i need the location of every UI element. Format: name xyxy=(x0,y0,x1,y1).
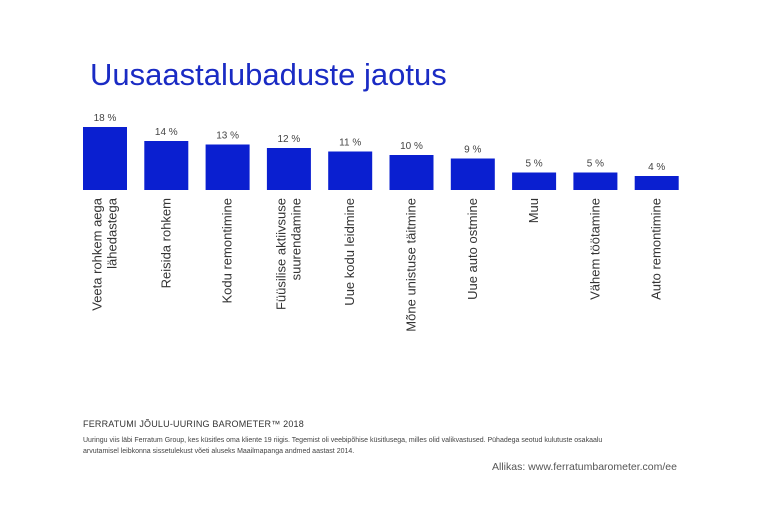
bar-chart: 18 % Veeta rohkem aega lähedastega 14 % Reis… xyxy=(83,113,679,332)
bar-10 xyxy=(634,176,679,190)
category-label-3-line-1: Kodu remontimine xyxy=(220,198,235,304)
category-label-9: Vähem töötamine xyxy=(587,198,602,300)
bar-9 xyxy=(573,172,618,190)
value-label-3: 13 % xyxy=(216,131,239,142)
value-label-1: 18 % xyxy=(94,113,117,124)
value-label-7: 9 % xyxy=(464,145,481,156)
category-label-4-line-2: suurendamine xyxy=(288,198,303,280)
category-label-2: Reisida rohkem xyxy=(158,198,173,288)
value-label-5: 11 % xyxy=(339,138,361,149)
value-label-2: 14 % xyxy=(155,127,178,138)
category-label-5-line-1: Uue kodu leidmine xyxy=(342,198,357,306)
category-label-9-line-1: Vähem töötamine xyxy=(587,198,602,300)
category-label-1-line-1: Veeta rohkem aega xyxy=(90,197,105,311)
value-label-4: 12 % xyxy=(278,134,301,145)
value-label-6: 10 % xyxy=(400,141,423,152)
bar-1 xyxy=(83,127,127,190)
category-label-3: Kodu remontimine xyxy=(220,198,235,304)
bar-3 xyxy=(205,144,250,190)
footer-note-line-1: Uuringu viis läbi Ferratum Group, kes kü… xyxy=(83,437,603,444)
bar-4 xyxy=(266,148,311,190)
value-label-9: 5 % xyxy=(587,159,604,170)
bar-6 xyxy=(389,155,434,190)
category-label-7: Uue auto ostmine xyxy=(465,198,480,300)
footer-note-line-2: arvutamisel leibkonna sissetulekust võet… xyxy=(83,448,355,455)
category-label-6-line-1: Mõne unistuse täitmine xyxy=(404,198,419,332)
category-label-2-line-1: Reisida rohkem xyxy=(158,198,173,288)
category-label-10-line-1: Auto remontimine xyxy=(649,198,664,300)
category-label-8-line-1: Muu xyxy=(526,198,541,223)
source-label: Allikas: www.ferratumbarometer.com/ee xyxy=(492,461,677,473)
footer-heading: FERRATUMI JÕULU-UURING BAROMETER™ 2018 xyxy=(83,419,304,429)
bar-5 xyxy=(328,151,373,190)
category-label-10: Auto remontimine xyxy=(649,198,664,300)
category-label-7-line-1: Uue auto ostmine xyxy=(465,198,480,300)
category-label-6: Mõne unistuse täitmine xyxy=(404,198,419,332)
category-label-1-line-2: lähedastega xyxy=(105,197,120,269)
category-label-8: Muu xyxy=(526,198,541,223)
value-label-8: 5 % xyxy=(525,159,542,170)
category-label-5: Uue kodu leidmine xyxy=(342,198,357,306)
category-label-4-line-1: Füüsilise aktiivsuse xyxy=(273,198,288,310)
chart-title: Uusaastalubaduste jaotus xyxy=(90,57,447,92)
bar-8 xyxy=(512,172,557,190)
value-label-10: 4 % xyxy=(648,162,665,173)
bar-2 xyxy=(144,141,189,190)
category-label-4: Füüsilise aktiivsuse suurendamine xyxy=(273,198,303,310)
bar-7 xyxy=(450,158,495,190)
category-label-1: Veeta rohkem aega lähedastega xyxy=(90,197,120,311)
